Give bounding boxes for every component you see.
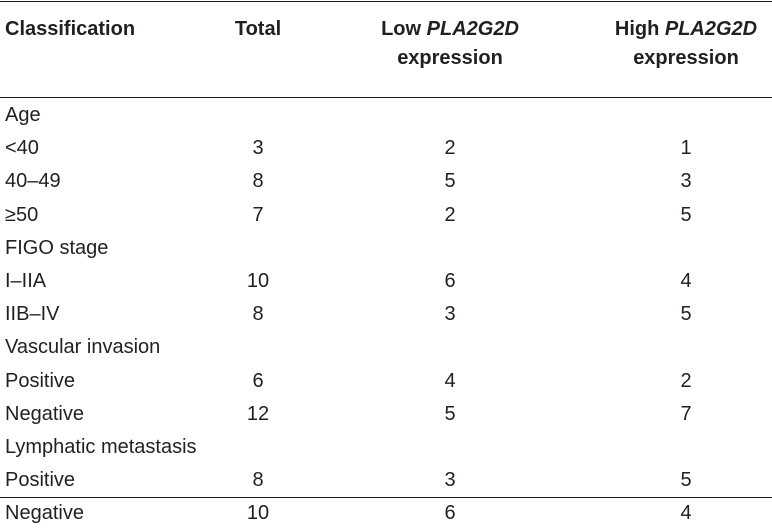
table-row: 40–49 8 5 3 (0, 164, 772, 197)
high-expression-cell: 5 (680, 203, 692, 226)
table-row: Negative 12 5 7 (0, 397, 772, 430)
total-cell: 10 (246, 269, 270, 292)
row-label: Negative (5, 502, 84, 525)
row-label: 40–49 (5, 170, 61, 193)
table-row: ≥50 7 2 5 (0, 198, 772, 231)
high-expression-cell: 4 (680, 269, 692, 292)
high-expression-cell: 5 (680, 469, 692, 492)
low-expression-cell: 4 (444, 369, 456, 392)
total-cell: 12 (246, 402, 270, 425)
high-expression-cell: 4 (680, 502, 692, 525)
row-label: Positive (5, 369, 76, 392)
low-expression-cell: 5 (444, 402, 456, 425)
header-high-expression: High PLA2G2D expression (600, 15, 772, 73)
header-low-suffix: expression (397, 47, 503, 69)
header-high-prefix: High (614, 18, 665, 40)
row-label: Age (5, 104, 41, 126)
top-rule (0, 1, 772, 2)
table-row: Positive 6 4 2 (0, 364, 772, 397)
high-expression-cell: 5 (680, 303, 692, 326)
header-classification: Classification (5, 18, 136, 40)
table-row: Negative 10 6 4 (0, 496, 772, 529)
table-row: Positive 8 3 5 (0, 463, 772, 496)
table-row: I–IIA 10 6 4 (0, 264, 772, 297)
row-label: FIGO stage (5, 236, 109, 259)
high-expression-cell: 7 (680, 402, 692, 425)
low-expression-cell: 2 (444, 137, 456, 160)
low-expression-cell: 6 (444, 269, 456, 292)
header-low-prefix: Low (381, 18, 427, 40)
row-label: Lymphatic metastasis (5, 435, 197, 458)
low-expression-cell: 5 (444, 170, 456, 193)
row-label: ≥50 (5, 203, 39, 226)
row-label: Negative (5, 402, 84, 425)
row-label: Positive (5, 469, 76, 492)
high-expression-cell: 1 (680, 137, 692, 160)
header-low-gene: PLA2G2D (426, 18, 519, 40)
total-cell: 7 (252, 203, 264, 226)
header-total: Total (234, 18, 282, 40)
high-expression-cell: 2 (680, 369, 692, 392)
low-expression-cell: 3 (444, 303, 456, 326)
high-expression-cell: 3 (680, 170, 692, 193)
row-label: <40 (5, 137, 39, 160)
header-rule (0, 97, 772, 98)
total-cell: 8 (252, 170, 264, 193)
table-row: IIB–IV 8 3 5 (0, 297, 772, 330)
total-cell: 3 (252, 137, 264, 160)
header-low-expression: Low PLA2G2D expression (365, 15, 535, 73)
row-label: IIB–IV (5, 303, 60, 326)
bottom-rule (0, 497, 772, 498)
table-body: Age <40 3 2 1 40–49 8 5 3 ≥50 7 2 5 FIGO stage I–IIA 10… (0, 98, 772, 529)
total-cell: 8 (252, 303, 264, 326)
total-cell: 10 (246, 502, 270, 525)
table-row: Lymphatic metastasis (0, 430, 772, 463)
low-expression-cell: 6 (444, 502, 456, 525)
total-cell: 8 (252, 469, 264, 492)
table-row: Age (0, 98, 772, 131)
table-row: FIGO stage (0, 231, 772, 264)
low-expression-cell: 3 (444, 469, 456, 492)
header-high-gene: PLA2G2D (664, 18, 758, 40)
table-header: Classification Total Low PLA2G2D express… (0, 0, 772, 97)
row-label: I–IIA (5, 269, 47, 292)
header-high-suffix: expression (633, 47, 739, 69)
low-expression-cell: 2 (444, 203, 456, 226)
table-row: <40 3 2 1 (0, 131, 772, 164)
total-cell: 6 (252, 369, 264, 392)
table-row: Vascular invasion (0, 330, 772, 363)
row-label: Vascular invasion (5, 336, 161, 359)
